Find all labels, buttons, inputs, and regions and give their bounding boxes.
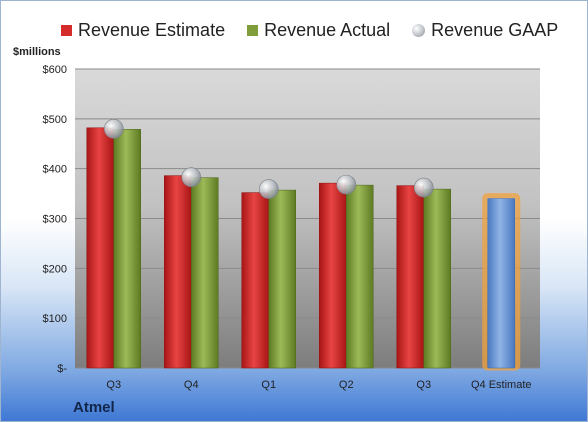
- x-category-label: Q3: [416, 379, 431, 391]
- legend-swatch-actual: [247, 24, 259, 36]
- marker-revenue-gaap: [413, 177, 434, 198]
- marker-revenue-gaap: [103, 119, 124, 139]
- bar-revenue-actual: [346, 184, 374, 369]
- legend-label-gaap: Revenue GAAP: [431, 19, 559, 40]
- legend-item-gaap: Revenue GAAP: [412, 20, 558, 41]
- bar-revenue-estimate: [396, 185, 424, 369]
- y-tick-label: $300: [43, 214, 67, 226]
- y-tick-label: $500: [43, 114, 67, 126]
- legend-item-estimate: Revenue Estimate: [61, 20, 225, 41]
- chart-legend: Revenue Estimate Revenue Actual Revenue …: [61, 17, 561, 43]
- y-axis-unit-label: $millions: [13, 46, 61, 58]
- bar-revenue-actual: [113, 129, 141, 369]
- x-category-label: Q4: [184, 379, 199, 391]
- marker-revenue-gaap: [336, 174, 357, 195]
- x-category-label: Q4 Estimate: [471, 379, 532, 391]
- bar-revenue-actual: [423, 188, 451, 369]
- legend-label-estimate: Revenue Estimate: [78, 19, 226, 40]
- y-tick-label: $100: [43, 313, 67, 325]
- bar-revenue-estimate: [241, 192, 269, 369]
- y-tick-label: $200: [43, 263, 67, 275]
- x-category-label: Q2: [339, 379, 354, 391]
- bar-revenue-estimate: [164, 175, 192, 369]
- bar-revenue-actual: [191, 177, 219, 369]
- x-category-label: Q1: [261, 379, 276, 391]
- y-tick-label: $400: [43, 164, 67, 176]
- marker-revenue-gaap: [181, 167, 202, 187]
- x-category-label: Q3: [106, 379, 121, 391]
- bar-revenue-estimate: [487, 198, 515, 369]
- legend-item-actual: Revenue Actual: [247, 20, 390, 41]
- legend-swatch-estimate: [61, 24, 72, 36]
- bar-revenue-estimate: [86, 127, 114, 369]
- bar-revenue-actual: [268, 189, 296, 369]
- bar-revenue-estimate: [319, 182, 347, 369]
- y-tick-label: $-: [57, 363, 67, 375]
- y-tick-label: $600: [43, 64, 67, 76]
- legend-label-actual: Revenue Actual: [264, 19, 391, 40]
- marker-revenue-gaap: [258, 179, 279, 199]
- company-name: Atmel: [73, 399, 115, 416]
- legend-swatch-gaap: [412, 23, 426, 37]
